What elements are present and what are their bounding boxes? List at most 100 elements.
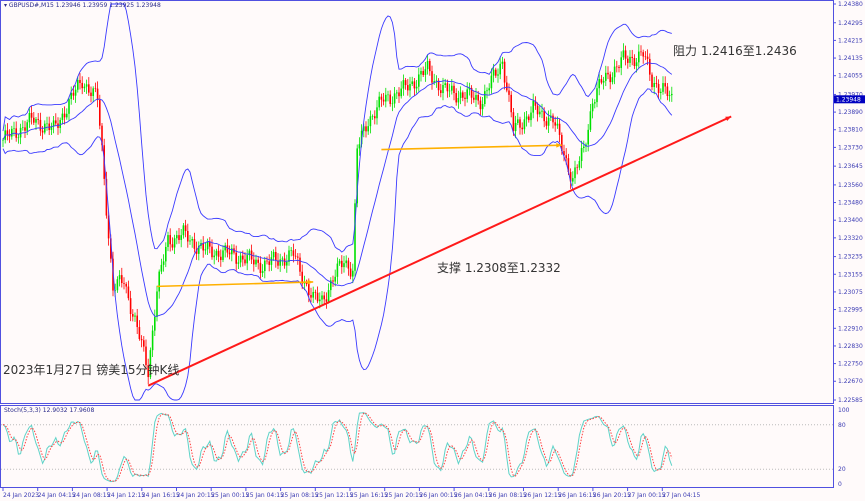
candle-body: [358, 144, 361, 149]
candle-body: [301, 271, 303, 284]
candle-body: [638, 51, 640, 63]
candle-body: [488, 88, 490, 91]
candle-body: [33, 117, 35, 123]
candle-body: [433, 81, 435, 83]
candle-body: [160, 264, 163, 272]
candle-body: [446, 83, 449, 92]
candle-body: [290, 250, 292, 251]
candle-body: [352, 270, 354, 277]
candle-body: [607, 72, 609, 75]
candle-body: [235, 252, 237, 264]
candle-body: [629, 56, 631, 63]
dropdown-icon[interactable]: ▾: [4, 2, 9, 9]
candle-body: [657, 83, 660, 93]
candle-body: [519, 119, 521, 128]
candle-body: [506, 82, 508, 91]
candle-body: [169, 235, 171, 245]
candle-body: [143, 340, 145, 347]
candle-body: [514, 122, 517, 132]
candle-body: [624, 50, 627, 59]
candle-body: [308, 283, 310, 296]
chart-title: 2023年1月27日 镑美15分钟K线: [3, 363, 180, 377]
stoch-signal-line: [2, 412, 673, 482]
candle-body: [257, 259, 259, 263]
candle-body: [444, 83, 446, 85]
candle-body: [477, 94, 479, 101]
bollinger-upper: [2, 3, 672, 253]
bollinger-lower: [2, 88, 673, 401]
candle-body: [209, 241, 211, 247]
candle-body: [116, 279, 119, 291]
stoch-header: Stoch(5,3,3) 12.9032 17.9608: [4, 407, 95, 414]
candle-body: [591, 103, 594, 112]
candle-body: [176, 235, 178, 239]
candle-body: [158, 271, 160, 292]
candle-body: [325, 299, 328, 302]
candle-body: [264, 260, 266, 272]
candle-body: [330, 280, 332, 291]
x-tick-label: 26 Jan 12:15: [524, 492, 562, 499]
candle-body: [660, 91, 662, 93]
y-tick-label: 1.24215: [838, 37, 863, 44]
x-tick-label: 26 Jan 16:15: [558, 492, 596, 499]
y-tick-label: 1.23645: [838, 163, 863, 170]
candle-body: [338, 260, 341, 264]
candle-body: [470, 87, 473, 98]
bollinger-middle: [2, 62, 673, 317]
support-arrow: [156, 281, 314, 288]
candle-body: [440, 90, 442, 94]
candle-body: [565, 155, 567, 159]
candle-body: [501, 61, 504, 64]
candle-body: [508, 90, 510, 95]
candle-body: [525, 116, 528, 120]
candle-body: [583, 146, 585, 148]
x-tick-label: 25 Jan 20:15: [385, 492, 423, 499]
candle-body: [554, 122, 556, 126]
candle-body: [261, 271, 264, 273]
candle-body: [600, 79, 603, 83]
y-tick-label: 1.23560: [838, 182, 863, 189]
candle-body: [226, 245, 229, 253]
x-tick-label: 27 Jan 00:15: [628, 492, 666, 499]
candle-body: [578, 161, 581, 168]
candle-body: [182, 225, 185, 236]
candle-body: [653, 83, 655, 88]
x-tick-label: 25 Jan 08:15: [281, 492, 319, 499]
y-tick-label: 1.23075: [838, 289, 863, 296]
candle-body: [404, 80, 407, 86]
candle-body: [167, 235, 169, 247]
y-tick-label: 1.23320: [838, 235, 863, 242]
candle-body: [580, 147, 583, 162]
y-tick-label: 1.24135: [838, 55, 863, 62]
candle-body: [332, 280, 334, 282]
candle-body: [530, 112, 532, 121]
candle-body: [393, 93, 396, 104]
candle-body: [561, 134, 563, 152]
candle-body: [244, 259, 246, 264]
candle-body: [171, 244, 174, 248]
candle-body: [468, 87, 471, 90]
candle-body: [369, 116, 372, 127]
candle-body: [319, 299, 321, 302]
candle-body: [15, 128, 17, 138]
candle-body: [41, 130, 44, 133]
candle-body: [37, 119, 39, 120]
candle-body: [270, 257, 273, 265]
candle-body: [217, 250, 220, 257]
candle-body: [11, 128, 13, 137]
candle-body: [215, 250, 218, 256]
candle-body: [2, 139, 4, 141]
candle-body: [556, 123, 559, 126]
y-tick-label: 1.23400: [838, 217, 863, 224]
candle-body: [77, 79, 79, 90]
y-tick-label: 1.24380: [838, 1, 863, 8]
candle-body: [294, 255, 297, 257]
current-price-tag: [834, 95, 865, 104]
resistance-arrow: [381, 144, 562, 151]
candle-body: [495, 69, 497, 76]
candle-body: [407, 85, 409, 91]
candle-body: [132, 314, 134, 317]
candle-body: [644, 56, 647, 58]
